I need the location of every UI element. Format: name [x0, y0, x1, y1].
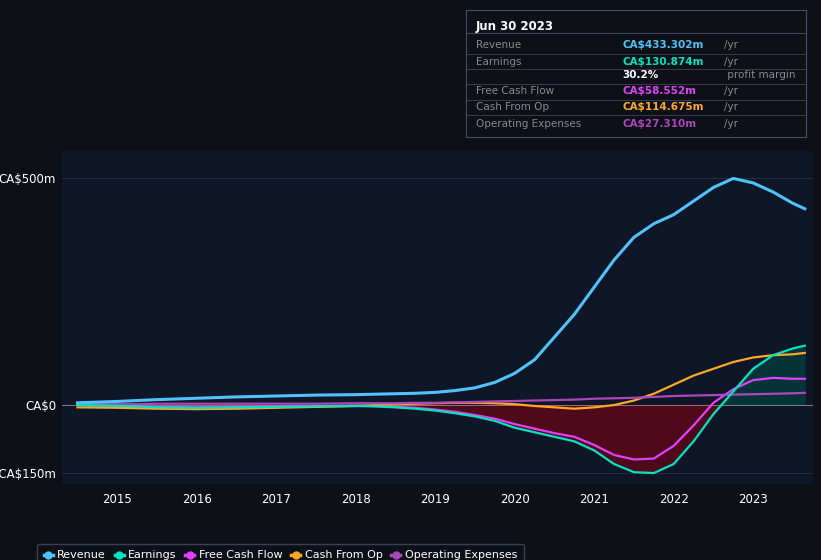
Text: CA$114.675m: CA$114.675m: [622, 101, 704, 111]
Text: 30.2%: 30.2%: [622, 70, 658, 80]
Text: Jun 30 2023: Jun 30 2023: [475, 20, 553, 32]
Text: CA$58.552m: CA$58.552m: [622, 86, 696, 96]
Text: /yr: /yr: [724, 101, 738, 111]
Text: Cash From Op: Cash From Op: [475, 101, 548, 111]
Text: /yr: /yr: [724, 86, 738, 96]
Text: Revenue: Revenue: [475, 40, 521, 50]
Text: CA$433.302m: CA$433.302m: [622, 40, 704, 50]
Text: profit margin: profit margin: [724, 70, 796, 80]
Text: /yr: /yr: [724, 119, 738, 129]
Text: Free Cash Flow: Free Cash Flow: [475, 86, 554, 96]
Text: CA$130.874m: CA$130.874m: [622, 57, 704, 67]
Text: Operating Expenses: Operating Expenses: [475, 119, 581, 129]
Legend: Revenue, Earnings, Free Cash Flow, Cash From Op, Operating Expenses: Revenue, Earnings, Free Cash Flow, Cash …: [37, 544, 524, 560]
Text: /yr: /yr: [724, 57, 738, 67]
Text: Earnings: Earnings: [475, 57, 521, 67]
Text: CA$27.310m: CA$27.310m: [622, 119, 696, 129]
Text: /yr: /yr: [724, 40, 738, 50]
